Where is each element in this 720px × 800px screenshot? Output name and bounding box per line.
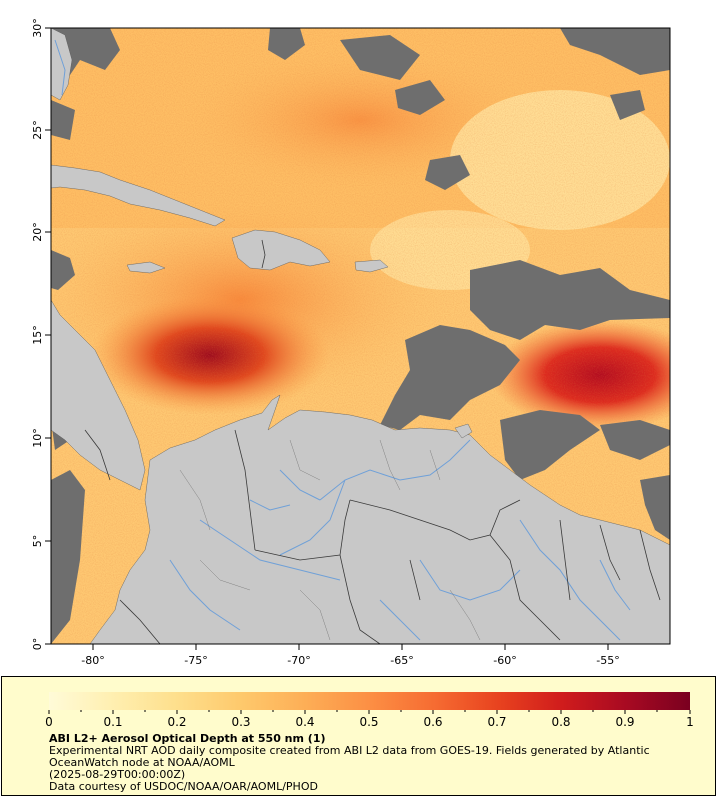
legend-description: Experimental NRT AOD daily composite cre… [49, 744, 650, 769]
lon-tick-label: -80° [81, 654, 104, 667]
legend-panel: 0 0.1 0.2 0.3 0.4 0.5 0.6 0.7 0.8 0.9 1 … [1, 676, 716, 796]
colorbar-tick-label: 0.3 [231, 715, 250, 729]
rivers [54, 39, 631, 641]
cuba [51, 164, 226, 227]
colorbar-ticks [48, 710, 691, 714]
colorbar-tick-label: 0.8 [551, 715, 570, 729]
lon-tick-label: -75° [184, 654, 207, 667]
colorbar-tick-label: 0.7 [487, 715, 506, 729]
lat-tick-label: 5° [31, 535, 44, 548]
plot-frame [50, 27, 671, 645]
colorbar [49, 692, 690, 710]
no-data-regions [51, 28, 670, 644]
lat-tick-label: 20° [31, 222, 44, 242]
admin-lines [179, 439, 481, 641]
south-america [89, 394, 670, 644]
legend-credit: Data courtesy of USDOC/NOAA/OAR/AOML/PHO… [49, 780, 318, 793]
colorbar-tick-label: 0 [45, 715, 53, 729]
lon-tick-label: -60° [493, 654, 516, 667]
jamaica [126, 261, 166, 274]
lat-tick-label: 30° [31, 18, 44, 38]
colorbar-tick-label: 0.5 [359, 715, 378, 729]
lat-tick-label: 10° [31, 428, 44, 448]
lat-tick-label: 15° [31, 325, 44, 345]
land-masses [51, 28, 670, 644]
central-america [51, 299, 146, 491]
lon-tick-label: -65° [390, 654, 413, 667]
puerto-rico [354, 259, 389, 273]
hispaniola [231, 229, 331, 271]
colorbar-tick-label: 0.6 [423, 715, 442, 729]
lat-tick-label: 0° [31, 638, 44, 651]
country-borders [84, 239, 661, 644]
lon-axis: -80° -75° -70° -65° -60° -55° [81, 644, 620, 667]
colorbar-svg: 0 0.1 0.2 0.3 0.4 0.5 0.6 0.7 0.8 0.9 1 [45, 692, 694, 729]
legend-title: ABI L2+ Aerosol Optical Depth at 550 nm … [49, 732, 326, 745]
colorbar-tick-label: 0.9 [615, 715, 634, 729]
lon-tick-label: -70° [287, 654, 310, 667]
florida-peninsula [51, 28, 73, 101]
lat-axis: 0° 5° 10° 15° 20° 25° 30° [31, 18, 51, 650]
colorbar-tick-label: 0.1 [103, 715, 122, 729]
lon-tick-label: -55° [596, 654, 619, 667]
colorbar-tick-label: 0.2 [167, 715, 186, 729]
colorbar-tick-label: 0.4 [295, 715, 314, 729]
colorbar-tick-label: 1 [686, 715, 694, 729]
legend-date: (2025-08-29T00:00:00Z) [49, 768, 186, 781]
trinidad [454, 423, 473, 439]
aod-map[interactable]: 0° 5° 10° 15° 20° 25° 30° -80° -75° -70°… [0, 0, 720, 670]
lat-tick-label: 25° [31, 120, 44, 140]
map-svg: 0° 5° 10° 15° 20° 25° 30° -80° -75° -70°… [31, 18, 671, 667]
